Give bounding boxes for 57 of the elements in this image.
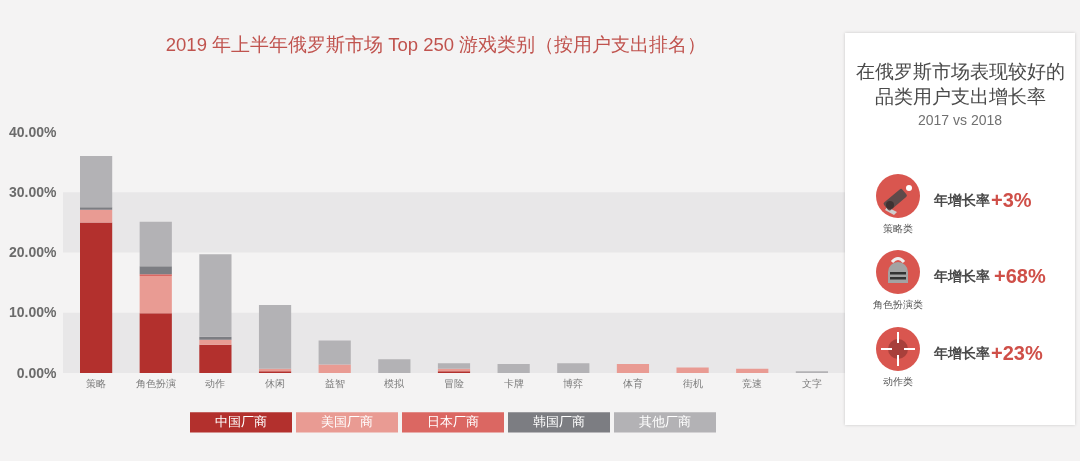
text: 动作类 <box>883 376 913 388</box>
bar <box>199 339 232 345</box>
bar <box>199 336 232 340</box>
x-tick-label: 动作 <box>205 377 226 389</box>
text: 在俄罗斯市场表现较好的品类用户支出增长率 <box>854 60 1066 109</box>
bar <box>139 266 172 275</box>
bar <box>258 304 292 369</box>
x-tick-label: 街机 <box>682 377 703 389</box>
text: 其他厂商 <box>639 414 691 430</box>
bar <box>497 363 530 373</box>
x-tick-label: 角色扮演 <box>135 377 176 389</box>
text: 日本厂商 <box>427 414 479 430</box>
y-tick-label: 0.00% <box>16 364 58 381</box>
bar <box>199 254 232 337</box>
x-tick-label: 卡牌 <box>503 377 524 389</box>
bar <box>736 368 769 373</box>
bar <box>557 363 590 373</box>
y-tick-label: 20.00% <box>9 244 58 260</box>
chart-title: 2019 年上半年俄罗斯市场 Top 250 游戏类别（按用户支出排名） <box>165 33 707 55</box>
bar <box>80 209 113 223</box>
text: 年增长率 <box>934 268 990 284</box>
text: 年增长率 <box>934 345 990 361</box>
bar <box>139 276 172 314</box>
bar <box>80 207 113 210</box>
y-tick-label: 40.00% <box>9 123 58 140</box>
x-tick-label: 冒险 <box>444 377 464 389</box>
bar <box>139 313 172 373</box>
y-tick-label: 30.00% <box>9 183 58 200</box>
bar <box>80 156 113 208</box>
x-tick-label: 博弈 <box>563 377 584 389</box>
text: 角色扮演类 <box>873 299 923 311</box>
x-tick-label: 文字 <box>801 377 822 389</box>
bar <box>318 340 351 365</box>
bar <box>318 364 351 373</box>
bar <box>437 363 471 369</box>
text: 韩国厂商 <box>533 414 585 430</box>
x-tick-label: 休闲 <box>265 377 286 389</box>
text: 策略类 <box>883 223 913 235</box>
text: 中国厂商 <box>215 414 267 430</box>
bar <box>378 359 411 373</box>
bar <box>616 363 650 373</box>
text: 美国厂商 <box>321 414 373 430</box>
bar <box>676 367 709 373</box>
text: +3% <box>991 189 1032 211</box>
text: 年增长率 <box>934 192 990 208</box>
x-tick-label: 模拟 <box>384 377 406 389</box>
x-tick-label: 体育 <box>622 377 643 389</box>
bar <box>199 344 232 373</box>
x-tick-label: 益智 <box>324 377 345 389</box>
x-tick-label: 策略 <box>86 377 107 389</box>
bar <box>80 222 113 373</box>
y-tick-label: 10.00% <box>9 304 58 321</box>
x-tick-label: 竞速 <box>742 377 763 389</box>
text: +23% <box>991 342 1043 364</box>
bar <box>139 221 172 267</box>
text: 2017 vs 2018 <box>916 112 1004 128</box>
text: +68% <box>994 265 1046 287</box>
